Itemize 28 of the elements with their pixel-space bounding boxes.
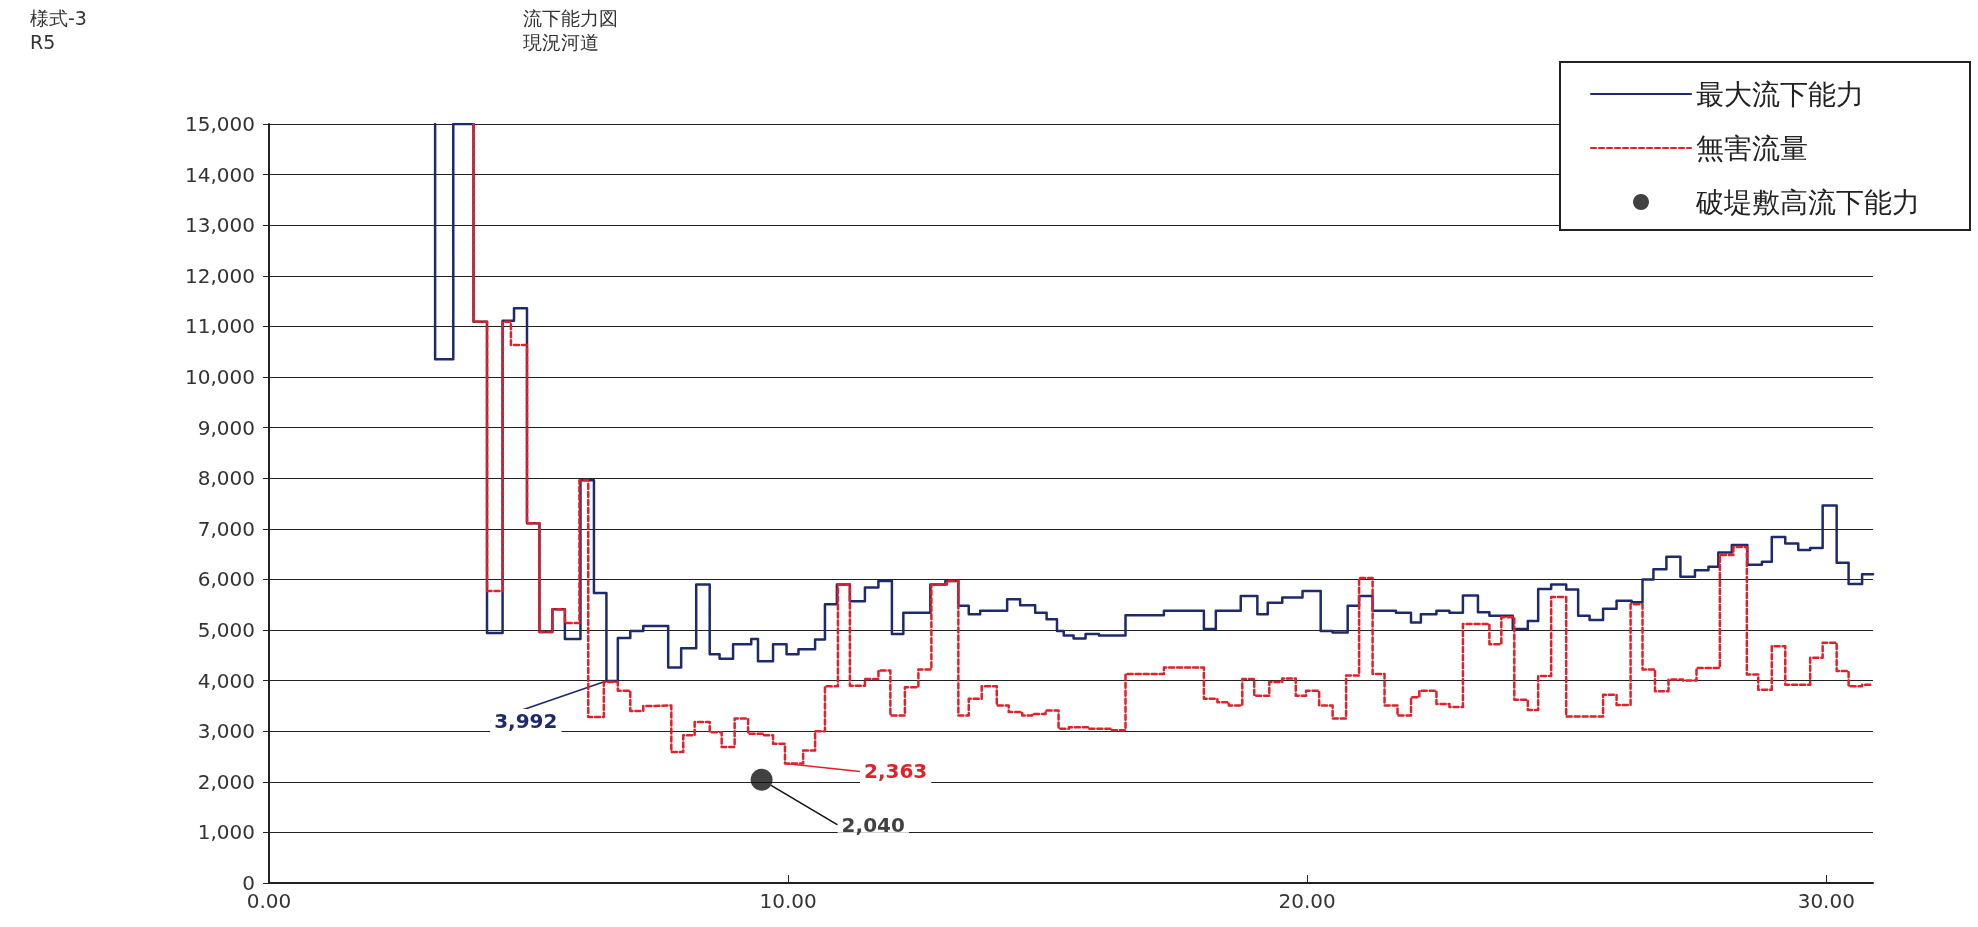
y-tick-label: 5,000 [197,618,255,642]
y-tick-label: 13,000 [185,213,255,238]
y-tick-label: 14,000 [185,162,255,187]
y-tick-label: 9,000 [197,415,255,440]
y-tick-label: 11,000 [185,314,255,339]
x-tick-label: 30.00 [1797,889,1855,913]
y-tick-label: 15,000 [185,112,255,136]
y-tick-label: 2,000 [197,769,255,794]
legend-label: 無害流量 [1696,131,1808,165]
x-tick-label: 20.00 [1278,889,1336,913]
chart-title: 流下能力図 [523,6,618,29]
x-tick-label: 10.00 [759,889,817,913]
legend-label: 破堤敷高流下能力 [1695,185,1920,219]
y-tick-label: 1,000 [197,820,255,845]
y-tick-label: 3,000 [197,719,255,744]
data-label: 2,363 [863,759,928,784]
y-tick-label: 6,000 [197,567,255,592]
legend-label: 最大流下能力 [1696,77,1864,111]
text: R5 [30,30,56,53]
y-tick-label: 7,000 [197,516,255,541]
y-tick-label: 8,000 [197,466,255,491]
text: 様式-3 [30,6,87,29]
y-tick-label: 10,000 [185,365,255,389]
data-label: 2,040 [841,812,905,837]
data-label: 3,992 [494,709,558,733]
chart-subtitle: 現況河道 [523,30,599,53]
y-tick-label: 12,000 [185,263,255,288]
y-tick-label: 4,000 [197,668,255,693]
